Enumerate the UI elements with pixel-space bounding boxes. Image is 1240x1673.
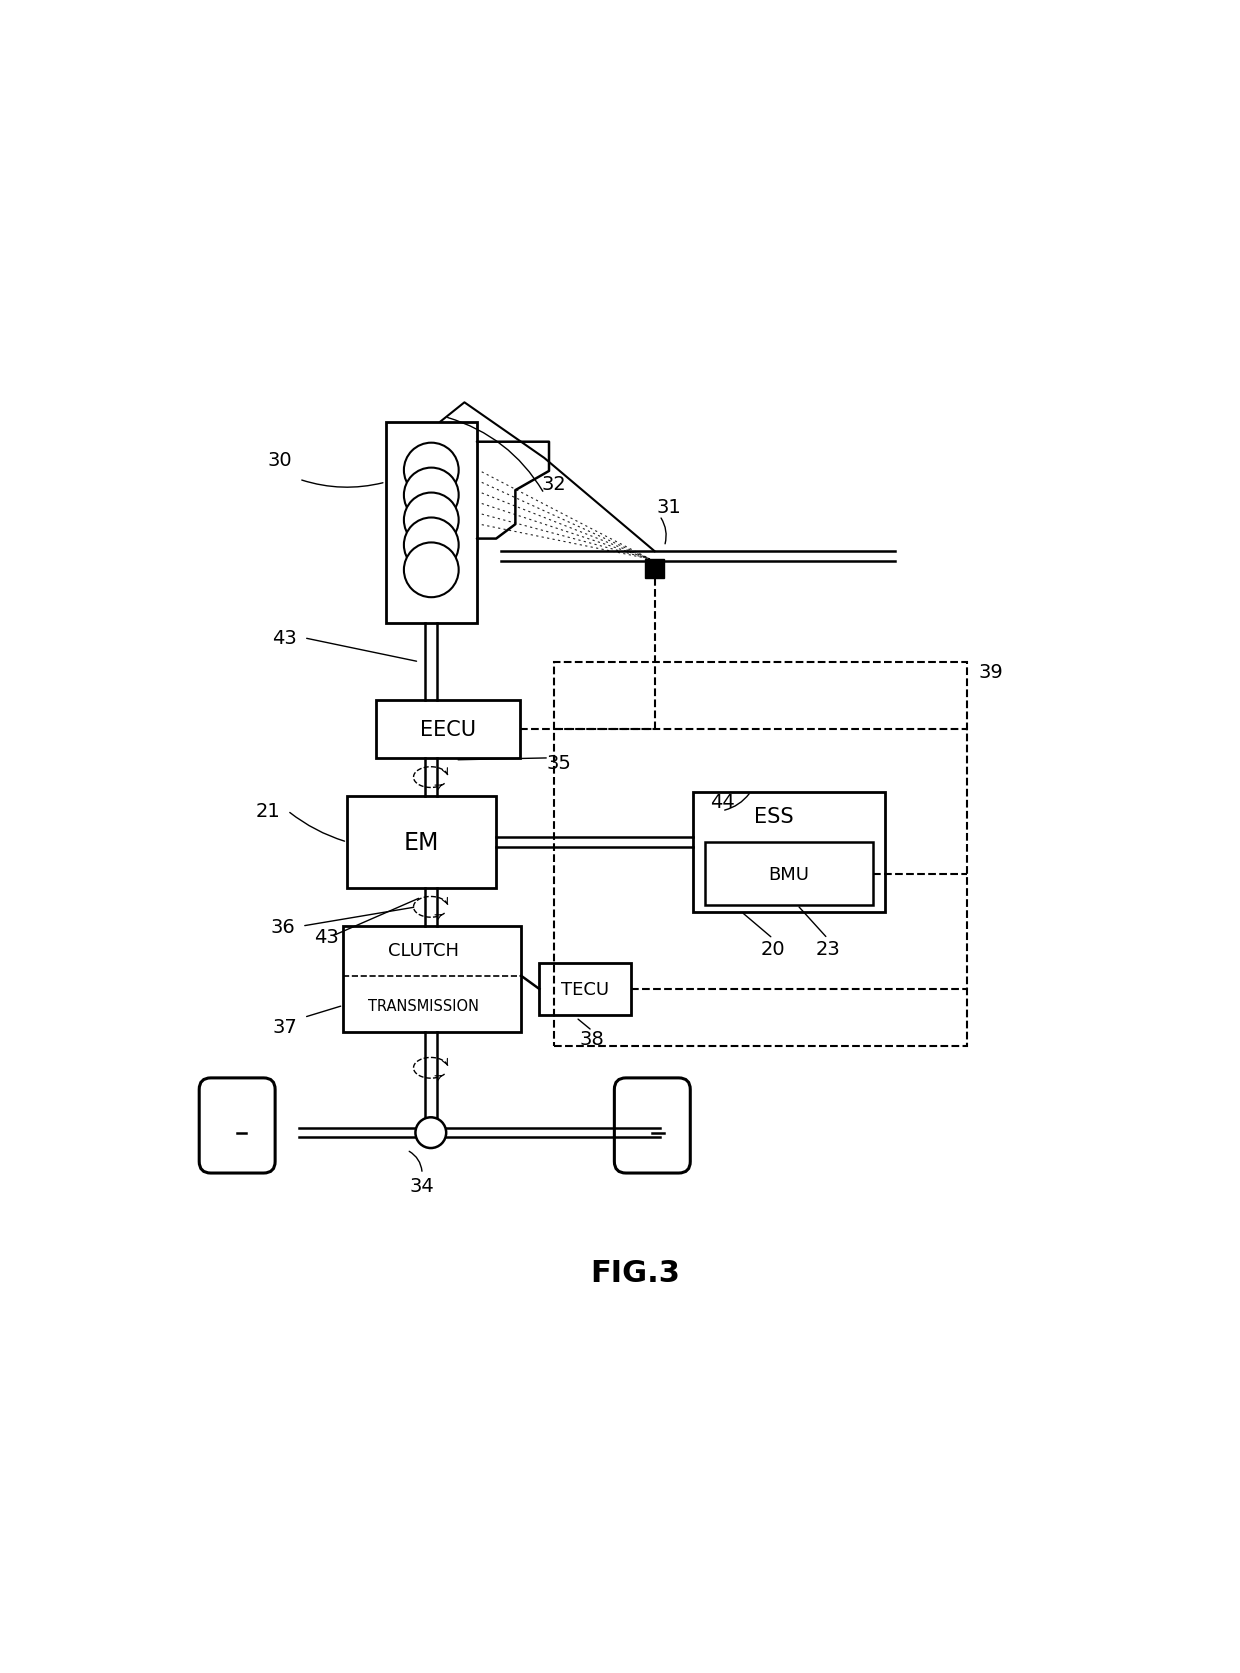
Text: 36: 36 [270,917,295,935]
Circle shape [404,468,459,524]
Text: TECU: TECU [560,980,609,999]
Text: 44: 44 [709,791,734,811]
Text: 37: 37 [273,1017,298,1037]
Bar [347,796,496,888]
Circle shape [404,494,459,549]
Bar [539,964,631,1016]
Bar [693,791,885,912]
Circle shape [404,519,459,572]
Bar [554,663,967,1047]
Bar [343,927,521,1032]
Text: 20: 20 [760,939,785,959]
Text: 35: 35 [546,755,572,773]
Bar [376,701,521,758]
Bar [386,422,477,624]
Circle shape [415,1118,446,1148]
Circle shape [404,544,459,597]
Text: BMU: BMU [769,865,810,883]
Text: 23: 23 [816,939,839,959]
Text: ESS: ESS [754,806,794,826]
Bar [704,843,873,905]
FancyBboxPatch shape [614,1079,691,1173]
Text: EM: EM [404,830,439,855]
Bar [645,559,665,579]
Text: 43: 43 [273,629,298,647]
Text: 38: 38 [580,1029,605,1049]
Text: FIG.3: FIG.3 [590,1258,681,1287]
Text: 34: 34 [409,1176,434,1195]
Text: 21: 21 [255,801,280,821]
Text: 30: 30 [268,452,293,470]
FancyBboxPatch shape [200,1079,275,1173]
Text: 43: 43 [314,927,339,947]
Text: 32: 32 [542,475,567,494]
Text: TRANSMISSION: TRANSMISSION [368,999,479,1014]
Text: 31: 31 [657,497,682,517]
Text: EECU: EECU [420,719,476,739]
Circle shape [404,443,459,499]
Text: CLUTCH: CLUTCH [388,942,459,960]
Text: 39: 39 [978,663,1003,681]
